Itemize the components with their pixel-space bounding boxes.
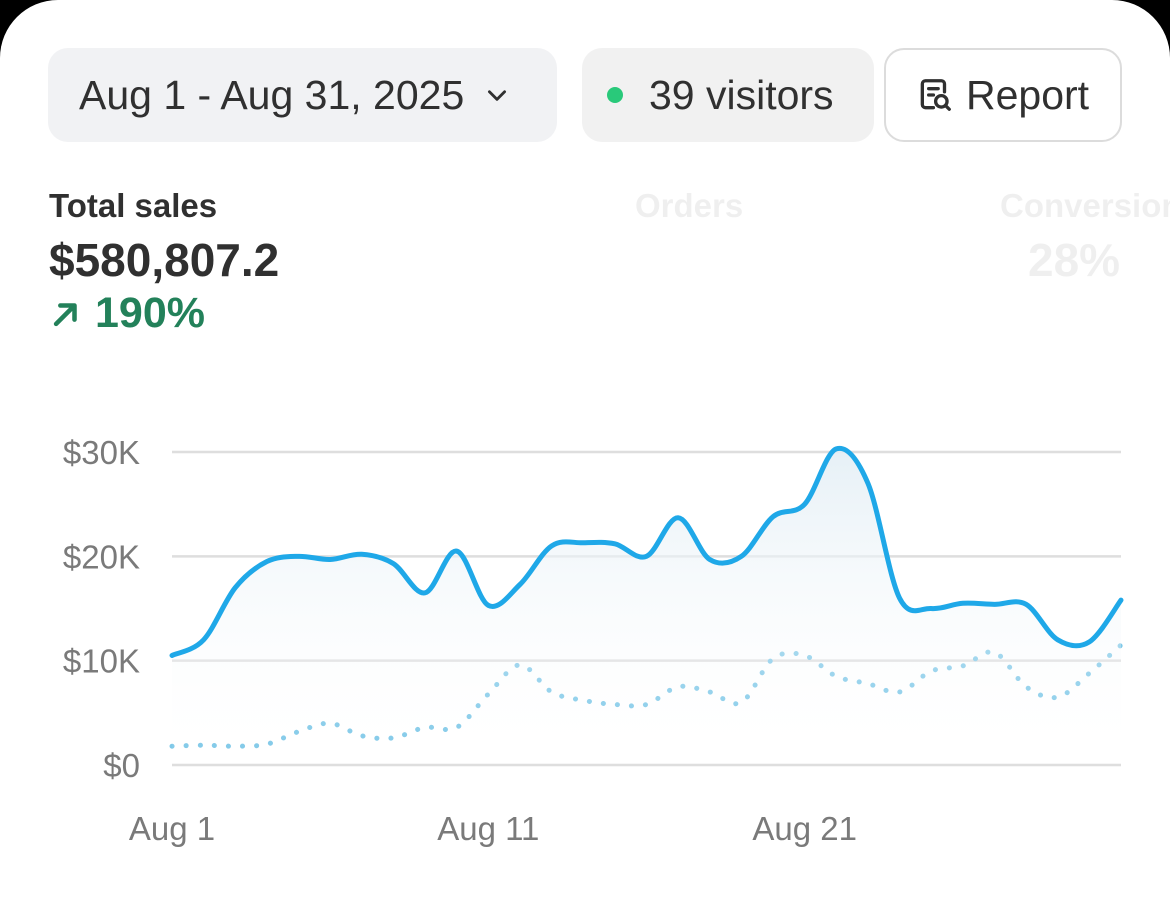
visitors-count: 39 visitors: [649, 71, 834, 118]
current-data-point[interactable]: [862, 477, 874, 489]
metric-label: Conversion: [1000, 187, 1170, 224]
current-data-point[interactable]: [735, 550, 747, 562]
metric-change: 190%: [49, 289, 279, 338]
current-data-point[interactable]: [356, 548, 368, 560]
current-data-point[interactable]: [830, 443, 842, 455]
current-data-point[interactable]: [229, 582, 241, 594]
x-tick-label: Aug 11: [437, 810, 539, 847]
metric-change-value: 190%: [95, 289, 205, 337]
series-area-fill: [172, 448, 1121, 765]
metric-value: 28%: [1028, 234, 1121, 286]
arrow-up-right-icon: [53, 302, 77, 326]
x-tick-label: Aug 1: [129, 810, 215, 847]
current-data-point[interactable]: [799, 498, 811, 510]
current-data-point[interactable]: [451, 545, 463, 557]
current-data-point[interactable]: [514, 579, 526, 591]
current-data-point[interactable]: [482, 599, 494, 611]
y-tick-label: $0: [103, 747, 140, 784]
y-tick-label: $30K: [63, 434, 140, 471]
metric-value: $580,807.2: [49, 234, 280, 286]
current-data-point[interactable]: [577, 537, 589, 549]
current-data-point[interactable]: [261, 556, 273, 568]
current-data-point[interactable]: [767, 511, 779, 523]
current-series-line: [169, 445, 1124, 658]
current-data-point[interactable]: [387, 558, 399, 570]
metric-label: Total sales: [49, 187, 218, 224]
current-data-point[interactable]: [609, 538, 621, 550]
chevron-down-icon: [488, 90, 507, 101]
x-tick-label: Aug 21: [752, 810, 857, 847]
date-range-picker[interactable]: Aug 1 - Aug 31, 2025: [48, 48, 557, 142]
current-data-point[interactable]: [641, 550, 653, 562]
current-data-point[interactable]: [957, 597, 969, 609]
live-visitors-badge[interactable]: 39 visitors: [582, 48, 874, 142]
metric-conversion[interactable]: Conversion 28%: [1000, 187, 1170, 287]
y-tick-label: $20K: [63, 538, 140, 575]
current-data-point[interactable]: [672, 512, 684, 524]
current-data-point[interactable]: [1020, 598, 1032, 610]
current-data-point[interactable]: [166, 649, 178, 661]
metric-orders[interactable]: Orders: [635, 187, 743, 225]
current-data-point[interactable]: [988, 598, 1000, 610]
current-data-point[interactable]: [293, 550, 305, 562]
report-button[interactable]: Report: [884, 48, 1122, 142]
metric-total-sales[interactable]: Total sales $580,807.2 190%: [49, 187, 279, 338]
current-data-point[interactable]: [419, 587, 431, 599]
current-data-point[interactable]: [324, 553, 336, 565]
date-range-label: Aug 1 - Aug 31, 2025: [79, 71, 465, 118]
live-status-dot: [607, 87, 623, 103]
report-label: Report: [966, 71, 1090, 118]
metric-label: Orders: [635, 187, 744, 224]
current-data-point[interactable]: [546, 540, 558, 552]
current-data-point[interactable]: [894, 592, 906, 604]
report-search-icon: [920, 79, 951, 111]
current-data-point[interactable]: [198, 634, 210, 646]
current-data-point[interactable]: [1052, 634, 1064, 646]
current-data-point[interactable]: [1083, 636, 1095, 648]
y-tick-label: $10K: [63, 643, 140, 680]
current-data-point[interactable]: [925, 603, 937, 615]
current-data-point[interactable]: [1115, 594, 1127, 606]
sales-line-chart: $30K $20K $10K $0 Aug 1 Aug 11 Aug 21: [63, 434, 1127, 847]
current-data-point[interactable]: [704, 553, 716, 565]
